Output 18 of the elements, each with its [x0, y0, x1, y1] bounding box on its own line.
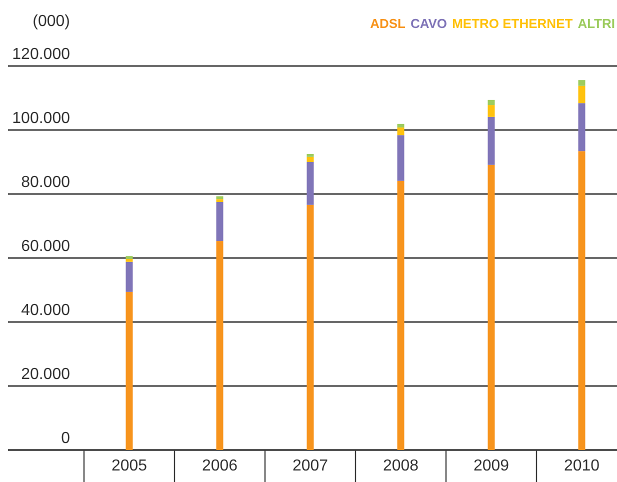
y-tick-label: 120.000 [12, 46, 70, 64]
x-tick-label: 2005 [111, 458, 148, 475]
x-tick-label: 2006 [202, 458, 238, 475]
x-tick-label: 2010 [564, 458, 600, 475]
y-tick-label: 60.000 [21, 238, 70, 256]
text: ALTRI [578, 16, 615, 31]
y-tick-label: 20.000 [21, 366, 70, 384]
y-tick-label: 100.000 [12, 110, 70, 128]
y-axis-title: (000) [32, 13, 70, 30]
text: CAVO [410, 16, 448, 31]
x-tick-label: 2009 [473, 458, 510, 475]
y-tick-label: 80.000 [21, 174, 70, 192]
x-tick-label: 2007 [292, 458, 328, 475]
x-tick-label: 2008 [382, 458, 419, 475]
text: METRO ETHERNET [452, 16, 573, 31]
y-tick-label: 40.000 [21, 302, 70, 320]
y-tick-label: 0 [61, 430, 70, 448]
text: ADSL [370, 16, 406, 31]
